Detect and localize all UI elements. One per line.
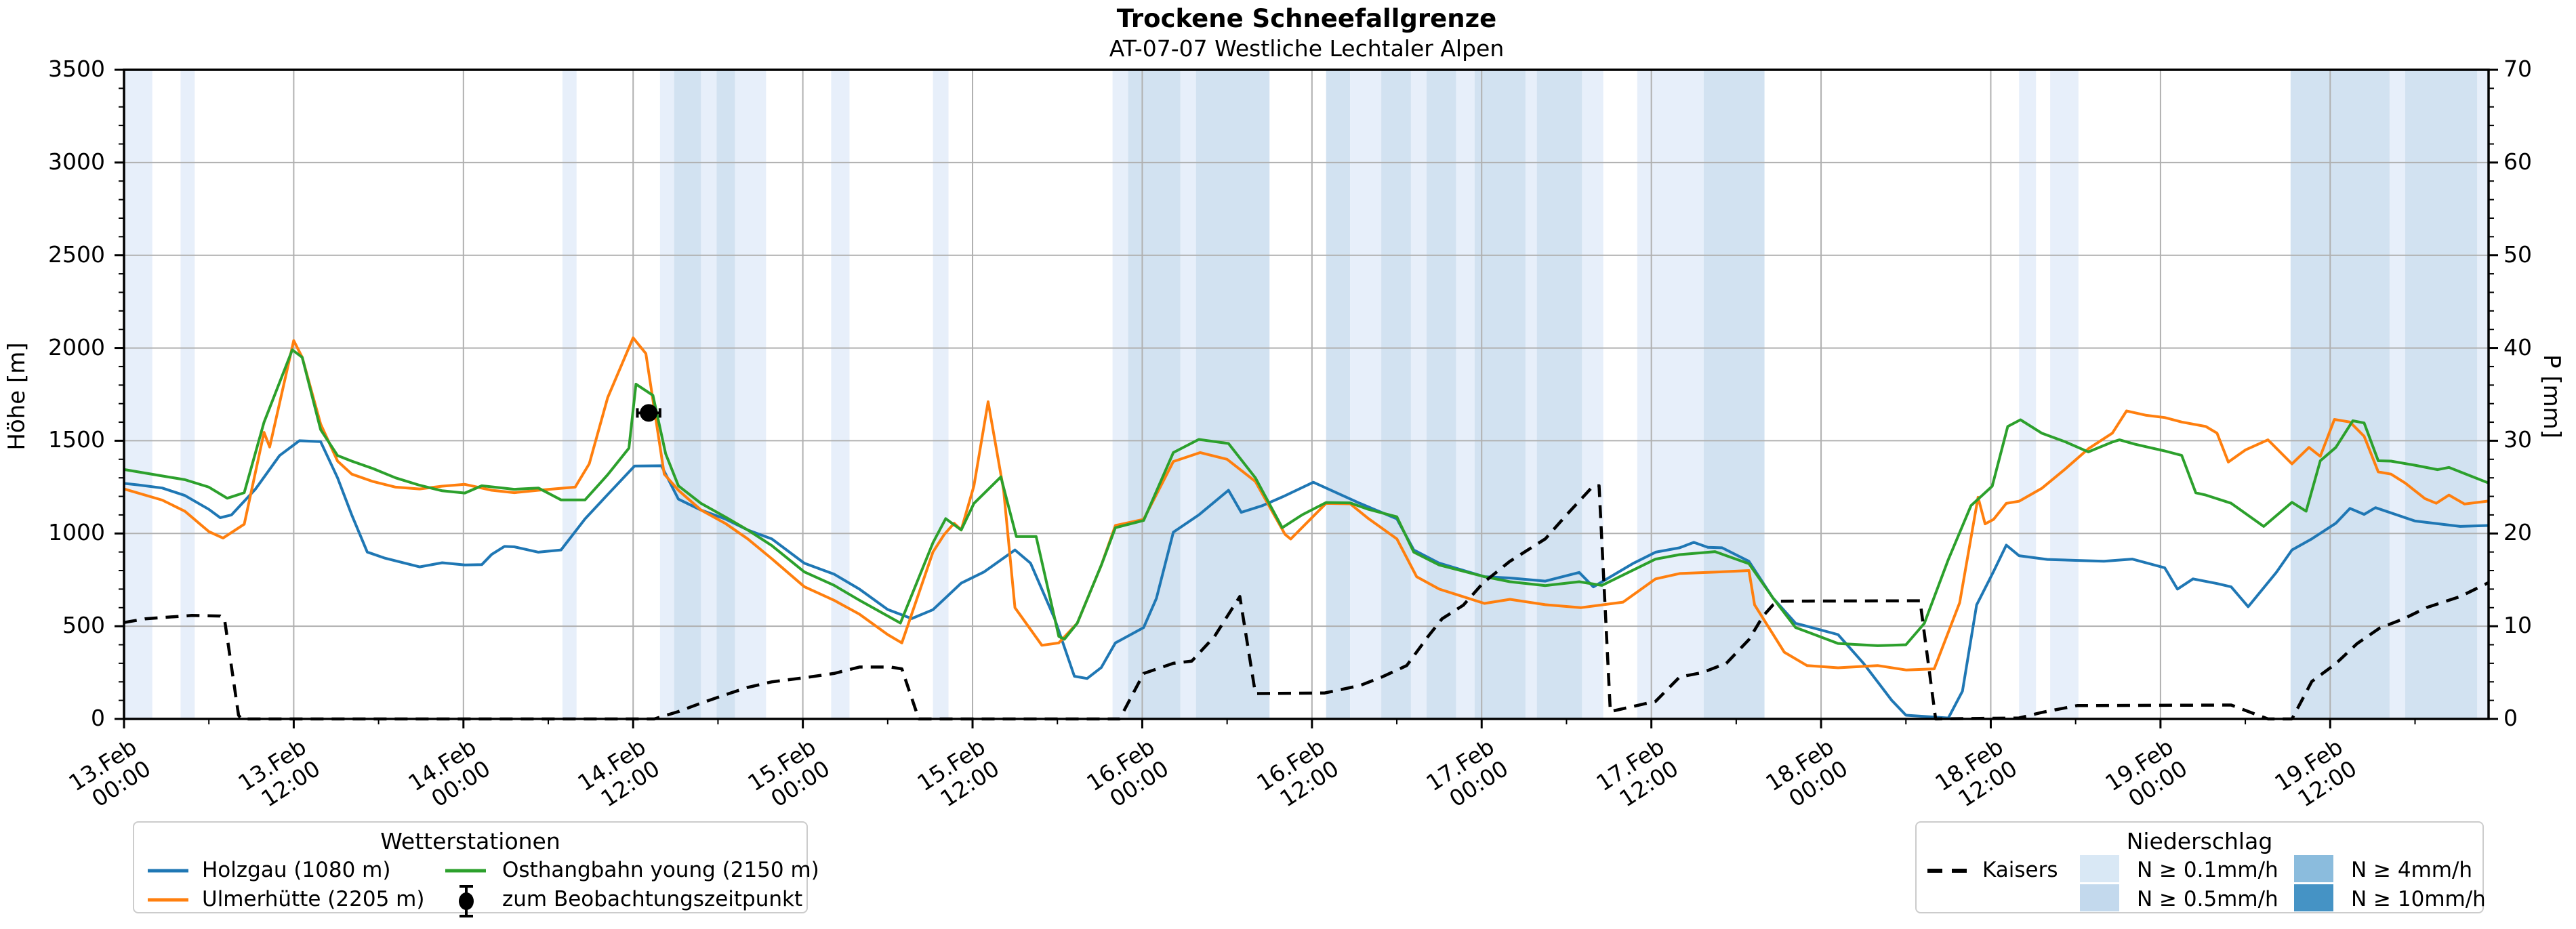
y-axis-label-left: Höhe [m] (3, 342, 30, 451)
series-holzgau-1080-m- (123, 439, 2489, 720)
plot-border (123, 68, 2490, 720)
precip-swatch-01 (2080, 855, 2119, 882)
y-tick-label-right: 50 (2503, 241, 2532, 268)
observation-point (640, 404, 658, 422)
precip-band (1703, 70, 1765, 719)
legend-precip-title: Niederschlag (2126, 828, 2273, 854)
legend-wetterstationen: Wetterstationen Holzgau (1080 m) Ulmerhü… (133, 821, 819, 917)
precip-swatch-10 (2294, 884, 2333, 911)
y-tick-label-right: 40 (2503, 333, 2532, 360)
precip-band (180, 70, 195, 719)
precip-band (2477, 70, 2489, 719)
y-tick-label-left: 1500 (48, 426, 105, 453)
precip-band (1525, 70, 1537, 719)
precip-band (716, 70, 735, 719)
series-osthangbahn-young-2150-m- (123, 348, 2489, 647)
precip-band (1350, 70, 1382, 719)
precip-swatch-4 (2294, 855, 2333, 882)
y-tick-label-left: 3500 (48, 56, 105, 82)
y-axis-label-right: P [mm] (2538, 354, 2565, 439)
y-tick-label-left: 3000 (48, 148, 105, 175)
legend-item-precip-05: N ≥ 0.5mm/h (2137, 887, 2278, 911)
legend-item-precip-10: N ≥ 10mm/h (2351, 887, 2486, 911)
y-tick-label-right: 70 (2503, 56, 2532, 82)
chart-subtitle: AT-07-07 Westliche Lechtaler Alpen (1109, 35, 1505, 62)
precip-band (933, 70, 949, 719)
y-tick-label-left: 2000 (48, 333, 105, 360)
series-ulmerh-tte-2205-m- (123, 336, 2489, 672)
series-kaisers (123, 484, 2489, 721)
legend-item-kaisers: Kaisers (1982, 858, 2058, 882)
precip-band (2290, 70, 2390, 719)
legend-item-holzgau: Holzgau (1080 m) (202, 858, 391, 882)
y-tick-label-left: 2500 (48, 241, 105, 268)
precip-band (1474, 70, 1526, 719)
legend-item-precip-4: N ≥ 4mm/h (2351, 858, 2473, 882)
y-tick-label-right: 0 (2503, 705, 2518, 731)
y-tick-label-left: 0 (91, 705, 105, 731)
y-tick-label-right: 60 (2503, 148, 2532, 175)
precip-swatch-05 (2080, 884, 2119, 911)
precip-band (2019, 70, 2037, 719)
precip-band (124, 70, 152, 719)
observation-marker-icon (459, 885, 474, 917)
precip-band (1582, 70, 1603, 719)
precip-band (2389, 70, 2405, 719)
precip-band (1180, 70, 1196, 719)
precip-band (674, 70, 701, 719)
legend-stations-title: Wetterstationen (380, 828, 560, 854)
holzgau-line-icon (148, 869, 188, 873)
precip-band (1326, 70, 1351, 719)
y-tick-label-right: 20 (2503, 519, 2532, 546)
precip-band (1536, 70, 1582, 719)
osthangbahn-line-icon (445, 869, 486, 873)
precip-band (1112, 70, 1128, 719)
y-tick-label-left: 500 (62, 612, 105, 639)
precip-band (1381, 70, 1411, 719)
precip-band (735, 70, 766, 719)
precip-band (1426, 70, 1456, 719)
legend-item-osthangbahn: Osthangbahn young (2150 m) (502, 858, 819, 882)
precip-band (701, 70, 717, 719)
legend-item-beobachtung: zum Beobachtungszeitpunkt (502, 887, 803, 911)
precip-band (1128, 70, 1181, 719)
y-tick-label-left: 1000 (48, 519, 105, 546)
precip-band (562, 70, 577, 719)
precip-band (831, 70, 850, 719)
kaisers-line-icon (1927, 869, 1968, 873)
legend-item-precip-01: N ≥ 0.1mm/h (2137, 858, 2278, 882)
precip-band (1195, 70, 1270, 719)
chart-title: Trockene Schneefallgrenze (1116, 4, 1497, 33)
y-tick-label-right: 30 (2503, 426, 2532, 453)
precip-band (1637, 70, 1704, 719)
legend-niederschlag: Niederschlag Kaisers N ≥ 0.1mm/h N ≥ 0.5… (1915, 821, 2486, 913)
legend-item-ulmerhuette: Ulmerhütte (2205 m) (202, 887, 425, 911)
precip-band (1456, 70, 1475, 719)
precip-band (2050, 70, 2079, 719)
y-tick-label-right: 10 (2503, 612, 2532, 639)
precip-band (659, 70, 674, 719)
precip-band (1410, 70, 1427, 719)
ulmerhuette-line-icon (148, 898, 188, 902)
precip-band (2405, 70, 2478, 719)
